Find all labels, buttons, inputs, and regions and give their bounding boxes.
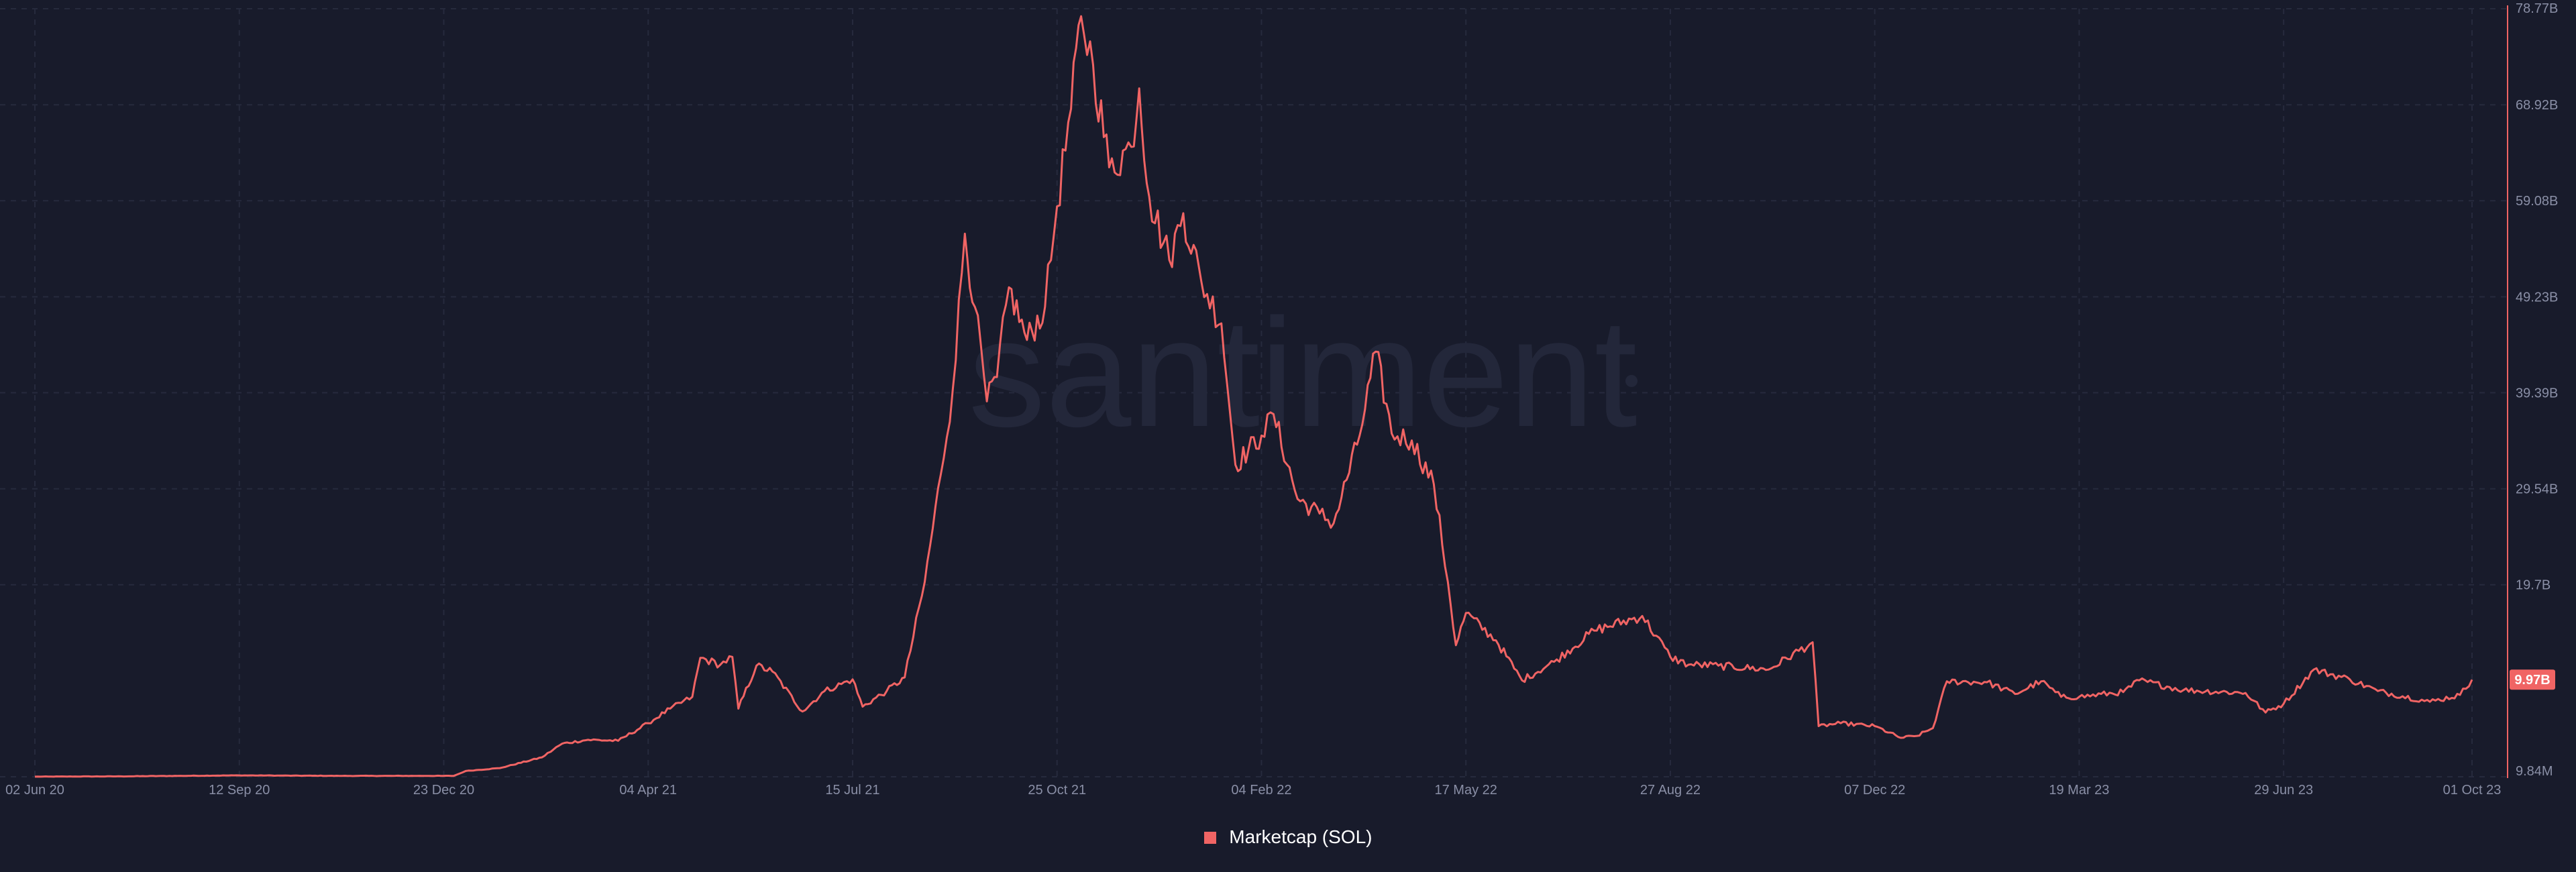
- y-tick-label: 49.23B: [2516, 290, 2558, 305]
- legend-swatch: [1203, 832, 1216, 844]
- x-tick-label: 01 Oct 23: [2443, 783, 2502, 798]
- x-tick-label: 04 Apr 21: [619, 783, 677, 798]
- y-axis-labels: 78.77B 68.92B 59.08B 49.23B 39.39B 29.54B 19.7…: [2516, 1, 2558, 779]
- legend-label: Marketcap (SOL): [1229, 826, 1373, 847]
- x-tick-label: 23 Dec 20: [413, 783, 474, 798]
- y-tick-label: 39.39B: [2516, 386, 2558, 400]
- y-tick-label: 9.84M: [2516, 764, 2553, 779]
- x-tick-label: 19 Mar 23: [2049, 783, 2109, 798]
- x-tick-label: 17 May 22: [1434, 783, 1497, 798]
- x-tick-label: 25 Oct 21: [1028, 783, 1086, 798]
- x-tick-label: 02 Jun 20: [5, 783, 64, 798]
- x-axis-labels: 02 Jun 20 12 Sep 20 23 Dec 20 04 Apr 21 15 J…: [5, 783, 2501, 798]
- watermark-dot: [1625, 375, 1638, 387]
- x-tick-label: 07 Dec 22: [1844, 783, 1905, 798]
- legend[interactable]: Marketcap (SOL): [0, 826, 2576, 848]
- last-value-badge: 9.97B: [2510, 669, 2555, 690]
- last-value-background: [2510, 669, 2555, 690]
- y-tick-label: 68.92B: [2516, 98, 2558, 113]
- x-tick-label: 27 Aug 22: [1640, 783, 1701, 798]
- y-tick-label: 59.08B: [2516, 194, 2558, 209]
- x-tick-label: 15 Jul 21: [825, 783, 879, 798]
- series-layer: [34, 15, 2473, 778]
- x-tick-label: 29 Jun 23: [2254, 783, 2313, 798]
- y-tick-label: 78.77B: [2516, 1, 2558, 16]
- series-line-marketcap: [34, 15, 2473, 778]
- last-value-label: 9.97B: [2514, 673, 2550, 688]
- y-tick-label: 29.54B: [2516, 482, 2558, 497]
- x-tick-label: 04 Feb 22: [1231, 783, 1291, 798]
- x-tick-label: 12 Sep 20: [209, 783, 270, 798]
- y-tick-label: 19.7B: [2516, 578, 2551, 593]
- watermark: santiment: [968, 286, 1637, 459]
